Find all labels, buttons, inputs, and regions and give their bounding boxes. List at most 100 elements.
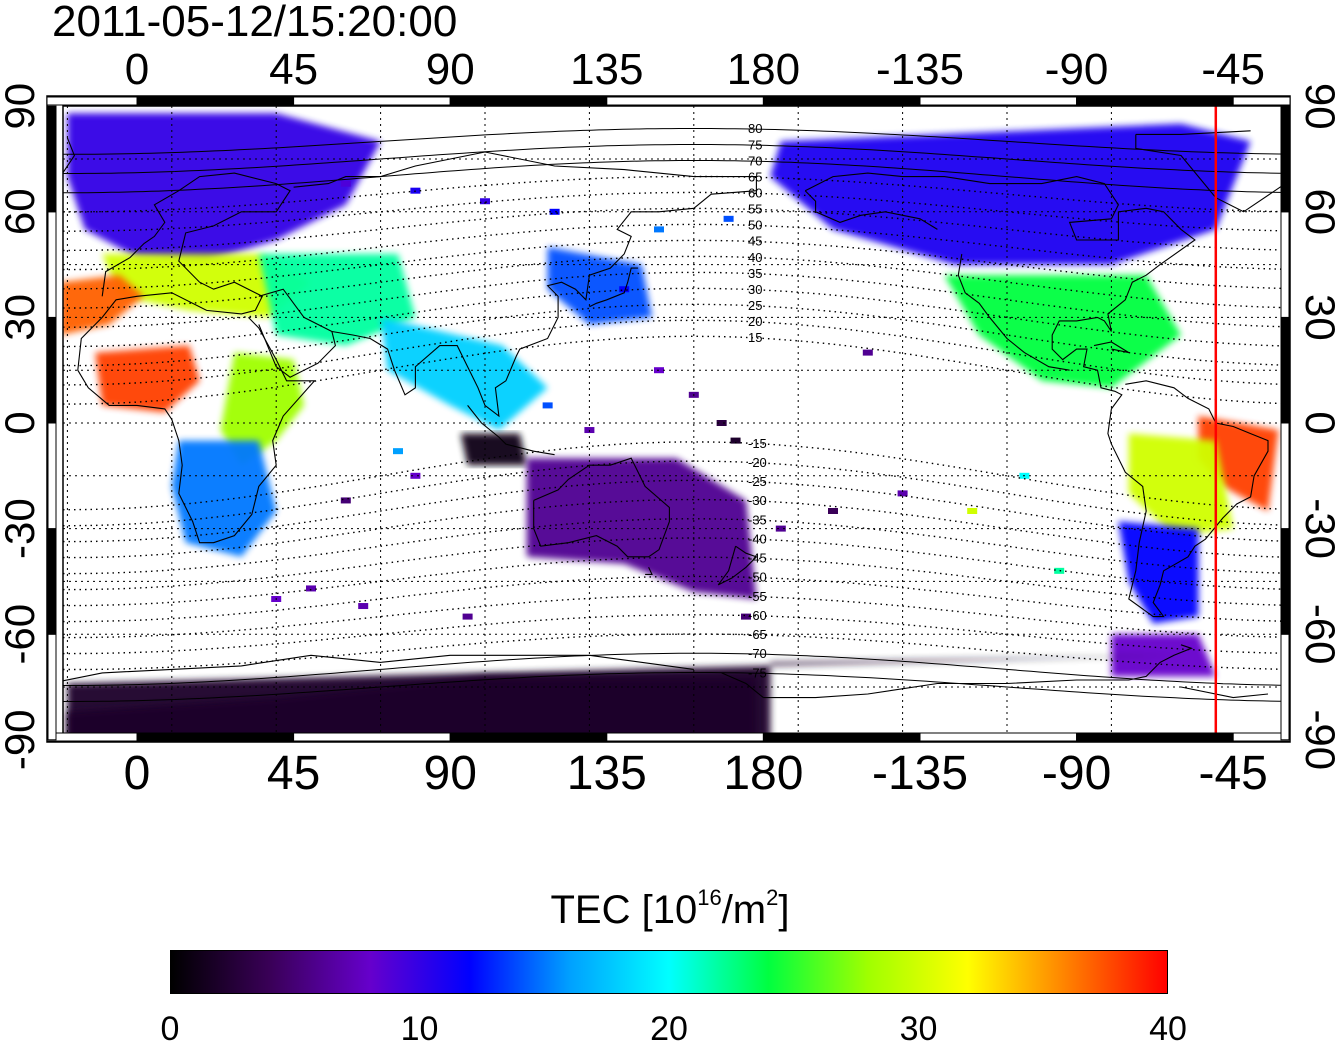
- tec-patch: [306, 585, 316, 592]
- magnetic-contour: [63, 255, 1288, 309]
- frame-bar: [1076, 732, 1234, 742]
- magnetic-contour: [63, 175, 1288, 213]
- frame-bar: [1076, 96, 1234, 106]
- contour-label: -15: [748, 436, 767, 451]
- frame-bar: [762, 96, 921, 106]
- contour-label: 60: [748, 186, 762, 201]
- latitude-tick-label-left: 60: [0, 188, 43, 235]
- coastline: [645, 567, 653, 575]
- tec-patch: [730, 437, 741, 444]
- contour-label: -20: [748, 455, 767, 470]
- magnetic-contour: [63, 271, 1288, 328]
- coastline: [293, 151, 757, 418]
- frame-bar: [293, 732, 451, 742]
- latitude-tick-label-left: -90: [0, 709, 43, 770]
- tec-region: [1111, 634, 1216, 677]
- figure-title: 2011-05-12/15:20:00: [52, 0, 458, 46]
- tec-patch: [741, 613, 751, 620]
- contour-label: -75: [748, 665, 767, 680]
- frame-bar: [606, 732, 764, 742]
- coastline: [804, 190, 938, 230]
- latitude-tick-label-left: -30: [0, 498, 43, 559]
- tec-region: [67, 113, 381, 262]
- frame-bar: [47, 528, 57, 635]
- longitude-tick-label-top: 45: [269, 45, 318, 94]
- contour-label: -55: [748, 589, 767, 604]
- magnetic-contour: [63, 239, 1288, 290]
- latitude-tick-label-left: -60: [0, 604, 43, 665]
- latitude-tick-label-right: -90: [1297, 709, 1340, 770]
- magnetic-contour: [63, 479, 1288, 543]
- tec-patch: [723, 215, 734, 222]
- frame-bar: [1280, 422, 1290, 530]
- longitude-tick-label-top: -90: [1045, 45, 1109, 94]
- frame-bar: [449, 96, 608, 106]
- longitude-tick-label-top: 90: [426, 45, 475, 94]
- magnetic-contour: [63, 633, 1288, 671]
- contour-label: -40: [748, 531, 767, 546]
- tec-patch: [549, 208, 560, 215]
- magnetic-contour: [63, 160, 1288, 194]
- magnetic-contour: [63, 594, 1288, 639]
- magnetic-contour: [63, 191, 1288, 232]
- frame-bar: [1280, 211, 1290, 318]
- contour-label: 35: [748, 266, 762, 281]
- frame-bar: [136, 96, 295, 106]
- frame-bar: [762, 732, 921, 742]
- frame-bar: [919, 96, 1078, 106]
- longitude-tick-label-bottom: 135: [567, 747, 647, 800]
- tec-patch: [967, 508, 978, 514]
- tec-map: 8075706560555045403530252015-15-20-25-30…: [0, 45, 1340, 800]
- contour-label: -35: [748, 512, 767, 527]
- tec-region: [770, 123, 1251, 265]
- contour-label: 30: [748, 282, 762, 297]
- frame-bar: [47, 422, 57, 530]
- coastline: [467, 405, 555, 456]
- tec-region: [460, 433, 527, 466]
- coastline: [63, 130, 1286, 213]
- latitude-tick-label-right: 30: [1297, 294, 1340, 341]
- colorbar-tick-label: 40: [1149, 1010, 1187, 1048]
- tec-region: [944, 275, 1181, 388]
- magnetic-contour: [63, 303, 1288, 367]
- contour-label: 65: [748, 169, 762, 184]
- magnetic-contour: [63, 441, 1288, 511]
- coastline: [804, 172, 1269, 618]
- tec-patch: [716, 420, 727, 426]
- magnetic-contour: [63, 498, 1288, 559]
- colorbar-title-unit: /m: [721, 888, 767, 932]
- coastline: [1093, 341, 1130, 354]
- contour-label: 70: [748, 153, 762, 168]
- contour-label: 20: [748, 314, 762, 329]
- contour-label: -65: [748, 627, 767, 642]
- colorbar-tick-label: 20: [650, 1010, 688, 1048]
- tec-patch: [828, 508, 838, 514]
- colorbar-title-unit-exponent: 2: [766, 885, 779, 910]
- tec-region: [380, 317, 548, 431]
- tec-patch: [480, 198, 490, 205]
- frame-bar: [1232, 732, 1291, 742]
- frame-bar: [606, 96, 764, 106]
- latitude-tick-label-left: 0: [0, 411, 43, 434]
- magnetic-contour: [63, 207, 1288, 252]
- tec-region: [95, 345, 200, 413]
- contour-label: -25: [748, 474, 767, 489]
- colorbar-tick-label: 10: [400, 1010, 439, 1048]
- frame-bar: [1280, 633, 1290, 741]
- coastline: [589, 267, 639, 308]
- frame-bar: [1232, 96, 1291, 106]
- magnetic-contour: [63, 575, 1288, 623]
- contour-label: 75: [748, 137, 762, 152]
- magnetic-contour: [63, 518, 1288, 575]
- contour-label: 15: [748, 330, 762, 345]
- longitude-tick-label-bottom: -45: [1199, 747, 1268, 800]
- contour-label: -50: [748, 570, 767, 585]
- tec-region: [171, 440, 277, 557]
- frame-bar: [449, 732, 608, 742]
- tec-patch: [340, 180, 351, 187]
- latitude-tick-label-right: -30: [1297, 498, 1340, 559]
- frame-bar: [47, 633, 57, 741]
- magnetic-contour: [63, 672, 1288, 702]
- tec-patch: [654, 226, 664, 233]
- coastline: [63, 654, 1269, 699]
